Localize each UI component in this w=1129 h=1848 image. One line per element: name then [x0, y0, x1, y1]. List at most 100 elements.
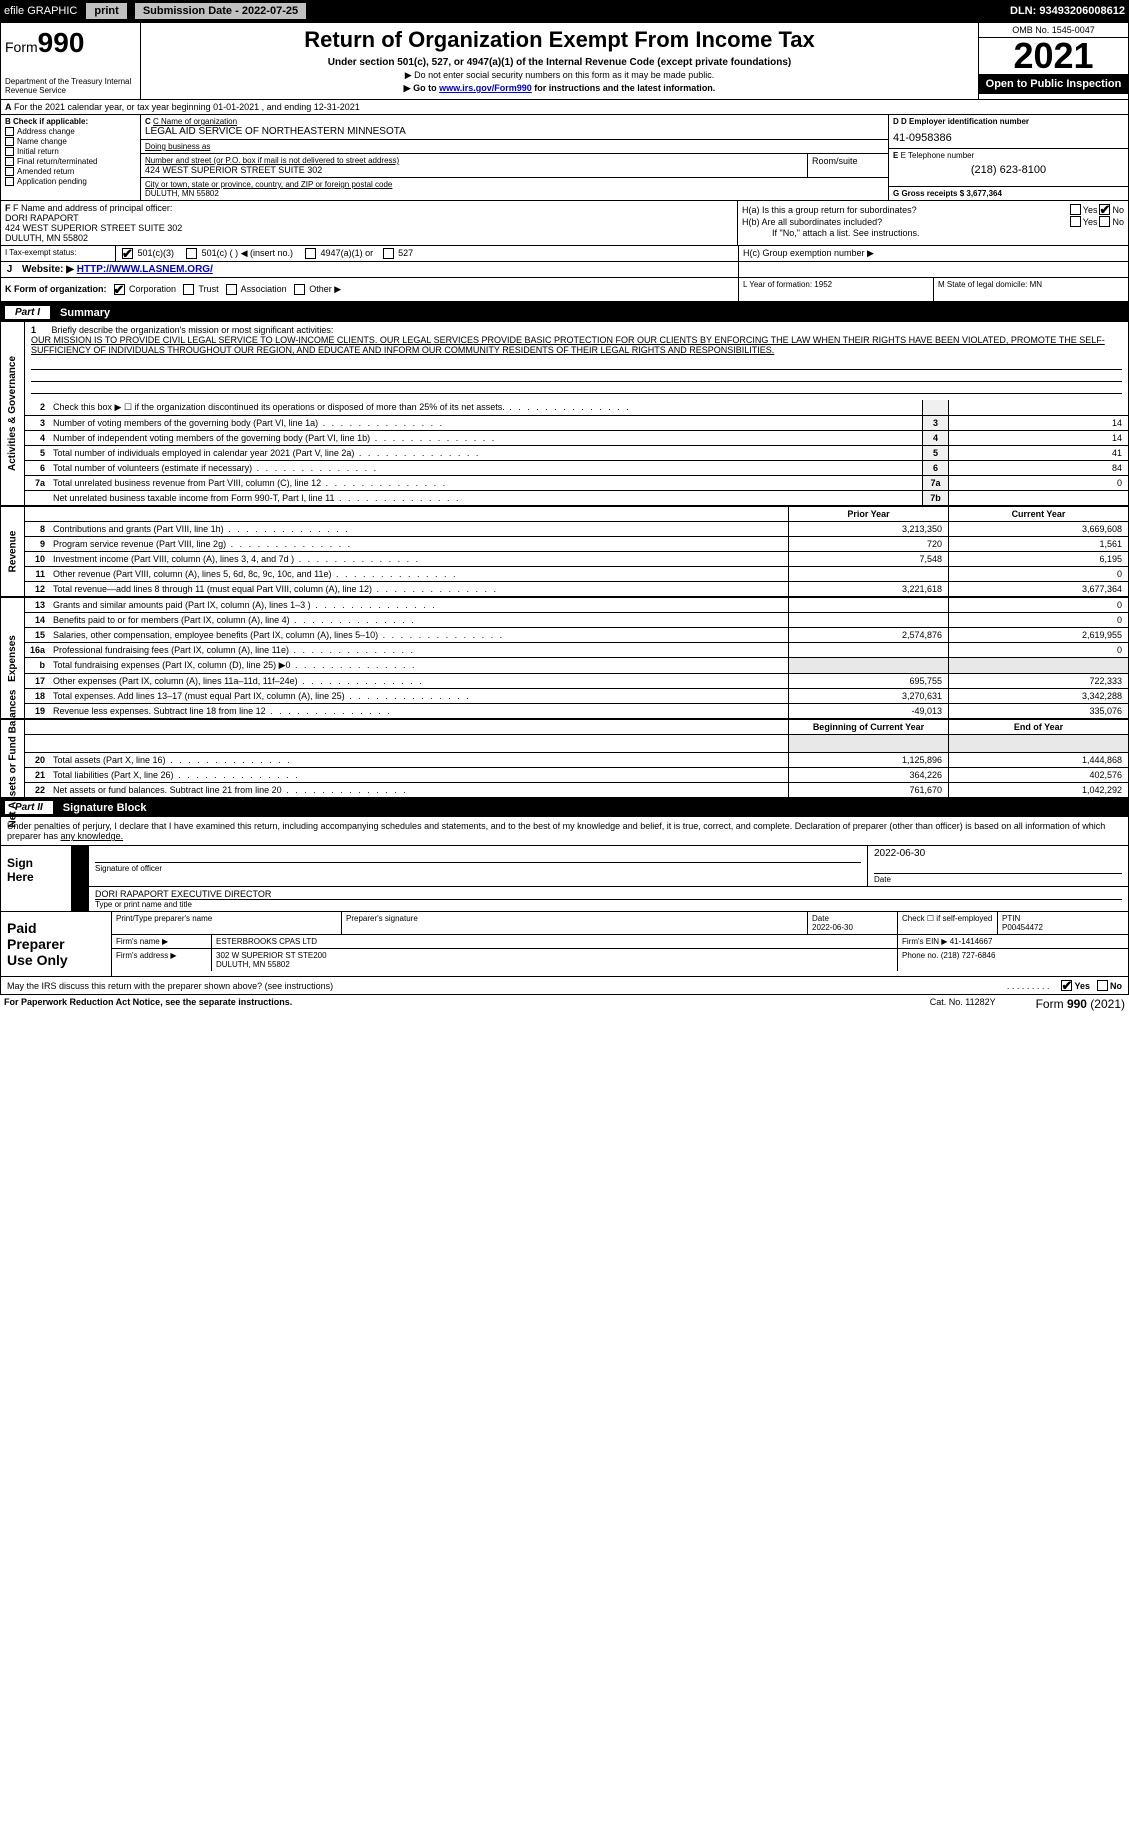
firm-phone: Phone no. (218) 727-6846 [898, 949, 1128, 971]
summary-row: 14 Benefits paid to or for members (Part… [25, 612, 1128, 627]
form-title: Return of Organization Exempt From Incom… [145, 27, 974, 53]
year-formation: L Year of formation: 1952 [739, 278, 934, 301]
efile-topbar: efile GRAPHIC print Submission Date - 20… [0, 0, 1129, 22]
sig-arrow-icon [71, 846, 89, 886]
blank-line [31, 358, 1122, 370]
ha-label: H(a) Is this a group return for subordin… [742, 205, 1068, 215]
col-b-checkboxes: B Check if applicable: Address change Na… [1, 115, 141, 200]
summary-row: Net unrelated business taxable income fr… [25, 490, 1128, 505]
form-note-ssn: ▶ Do not enter social security numbers o… [145, 70, 974, 81]
hdr-current-year: Current Year [948, 507, 1128, 521]
officer-addr2: DULUTH, MN 55802 [5, 233, 733, 243]
officer-addr1: 424 WEST SUPERIOR STREET SUITE 302 [5, 223, 733, 233]
chk-501c[interactable] [186, 248, 197, 259]
hb-yes-checkbox[interactable] [1070, 216, 1081, 227]
org-website-link[interactable]: HTTP://WWW.LASNEM.ORG/ [77, 264, 213, 275]
blank-line [31, 370, 1122, 382]
form-of-org-row: K Form of organization: Corporation Trus… [0, 278, 1129, 303]
summary-row: b Total fundraising expenses (Part IX, c… [25, 657, 1128, 673]
may-no-checkbox[interactable] [1097, 980, 1108, 991]
summary-row: 11 Other revenue (Part VIII, column (A),… [25, 566, 1128, 581]
paid-preparer-label: Paid Preparer Use Only [1, 912, 111, 976]
summary-row: 17 Other expenses (Part IX, column (A), … [25, 673, 1128, 688]
summary-row: 6 Total number of volunteers (estimate i… [25, 460, 1128, 475]
summary-row: 5 Total number of individuals employed i… [25, 445, 1128, 460]
dln-label: DLN: 93493206008612 [1010, 5, 1125, 17]
signature-block: Sign Here Signature of officer 2022-06-3… [0, 846, 1129, 912]
firm-address: 302 W SUPERIOR ST STE200 DULUTH, MN 5580… [212, 949, 898, 971]
form-number: Form990 [5, 27, 136, 59]
chk-4947[interactable] [305, 248, 316, 259]
chk-association[interactable] [226, 284, 237, 295]
officer-name: DORI RAPAPORT [5, 213, 733, 223]
chk-initial-return[interactable]: Initial return [5, 147, 136, 156]
paid-preparer-block: Paid Preparer Use Only Print/Type prepar… [0, 912, 1129, 977]
org-city: DULUTH, MN 55802 [145, 189, 884, 198]
chk-corporation[interactable] [114, 284, 125, 295]
chk-amended[interactable]: Amended return [5, 167, 136, 176]
tax-year: 2021 [979, 38, 1128, 74]
mission-statement: 1 Briefly describe the organization's mi… [25, 322, 1128, 358]
paperwork-notice: For Paperwork Reduction Act Notice, see … [4, 997, 890, 1011]
hdr-beginning-year: Beginning of Current Year [788, 720, 948, 734]
submission-date-button[interactable]: Submission Date - 2022-07-25 [134, 2, 307, 20]
chk-501c3[interactable] [122, 248, 133, 259]
summary-row: 10 Investment income (Part VIII, column … [25, 551, 1128, 566]
vtab-revenue: Revenue [7, 531, 18, 573]
sign-here-label: Sign Here [1, 846, 71, 911]
org-address: 424 WEST SUPERIOR STREET SUITE 302 [145, 165, 803, 175]
form-footer: Form 990 (2021) [1036, 997, 1125, 1011]
summary-row: 18 Total expenses. Add lines 13–17 (must… [25, 688, 1128, 703]
hdr-end-year: End of Year [948, 720, 1128, 734]
summary-row: 13 Grants and similar amounts paid (Part… [25, 598, 1128, 612]
summary-row: 20 Total assets (Part X, line 16) 1,125,… [25, 752, 1128, 767]
efile-label: efile GRAPHIC [4, 5, 77, 17]
preparer-name-hdr: Print/Type preparer's name [112, 912, 342, 934]
org-info-block: B Check if applicable: Address change Na… [0, 115, 1129, 201]
website-row: J Website: ▶ HTTP://WWW.LASNEM.ORG/ [0, 262, 1129, 278]
firm-name: ESTERBROOKS CPAS LTD [212, 935, 898, 948]
chk-other[interactable] [294, 284, 305, 295]
summary-row: 12 Total revenue—add lines 8 through 11 … [25, 581, 1128, 596]
vtab-governance: Activities & Governance [7, 356, 18, 471]
ha-no-checkbox[interactable] [1099, 204, 1110, 215]
officer-signature-field[interactable]: Signature of officer [89, 846, 868, 886]
summary-row: 19 Revenue less expenses. Subtract line … [25, 703, 1128, 718]
irs-link[interactable]: www.irs.gov/Form990 [439, 83, 532, 93]
chk-name-change[interactable]: Name change [5, 137, 136, 146]
preparer-self-employed[interactable]: Check ☐ if self-employed [898, 912, 998, 934]
dba-row: Doing business as [141, 140, 888, 154]
chk-application-pending[interactable]: Application pending [5, 177, 136, 186]
hb-note: If "No," attach a list. See instructions… [742, 228, 1124, 238]
vtab-expenses: Expenses [7, 635, 18, 682]
summary-row: 9 Program service revenue (Part VIII, li… [25, 536, 1128, 551]
ha-yes-checkbox[interactable] [1070, 204, 1081, 215]
may-yes-checkbox[interactable] [1061, 980, 1072, 991]
summary-row: 21 Total liabilities (Part X, line 26) 3… [25, 767, 1128, 782]
preparer-date: Date 2022-06-30 [808, 912, 898, 934]
signature-date: 2022-06-30 Date [868, 846, 1128, 886]
cat-number: Cat. No. 11282Y [930, 997, 996, 1011]
net-assets-section: Net Assets or Fund Balances Beginning of… [0, 718, 1129, 798]
chk-527[interactable] [383, 248, 394, 259]
print-button[interactable]: print [85, 2, 127, 20]
org-name: LEGAL AID SERVICE OF NORTHEASTERN MINNES… [145, 126, 884, 137]
calendar-year-row: A For the 2021 calendar year, or tax yea… [0, 100, 1129, 115]
part2-header: Part II Signature Block [0, 798, 1129, 817]
state-domicile: M State of legal domicile: MN [934, 278, 1128, 301]
hb-label: H(b) Are all subordinates included? [742, 217, 1068, 227]
summary-row: 2 Check this box ▶ ☐ if the organization… [25, 400, 1128, 415]
part1-header: Part I Summary [0, 303, 1129, 322]
tax-status-row: I Tax-exempt status: 501(c)(3) 501(c) ( … [0, 246, 1129, 262]
chk-final-return[interactable]: Final return/terminated [5, 157, 136, 166]
page-footer: For Paperwork Reduction Act Notice, see … [0, 995, 1129, 1013]
chk-trust[interactable] [183, 284, 194, 295]
signature-intro: Under penalties of perjury, I declare th… [0, 817, 1129, 846]
summary-row: 22 Net assets or fund balances. Subtract… [25, 782, 1128, 797]
expenses-section: Expenses 13 Grants and similar amounts p… [0, 596, 1129, 718]
hb-no-checkbox[interactable] [1099, 216, 1110, 227]
ein-label: D D Employer identification number [889, 115, 1128, 128]
form-subtitle: Under section 501(c), 527, or 4947(a)(1)… [145, 57, 974, 68]
preparer-sig-hdr: Preparer's signature [342, 912, 808, 934]
chk-address-change[interactable]: Address change [5, 127, 136, 136]
